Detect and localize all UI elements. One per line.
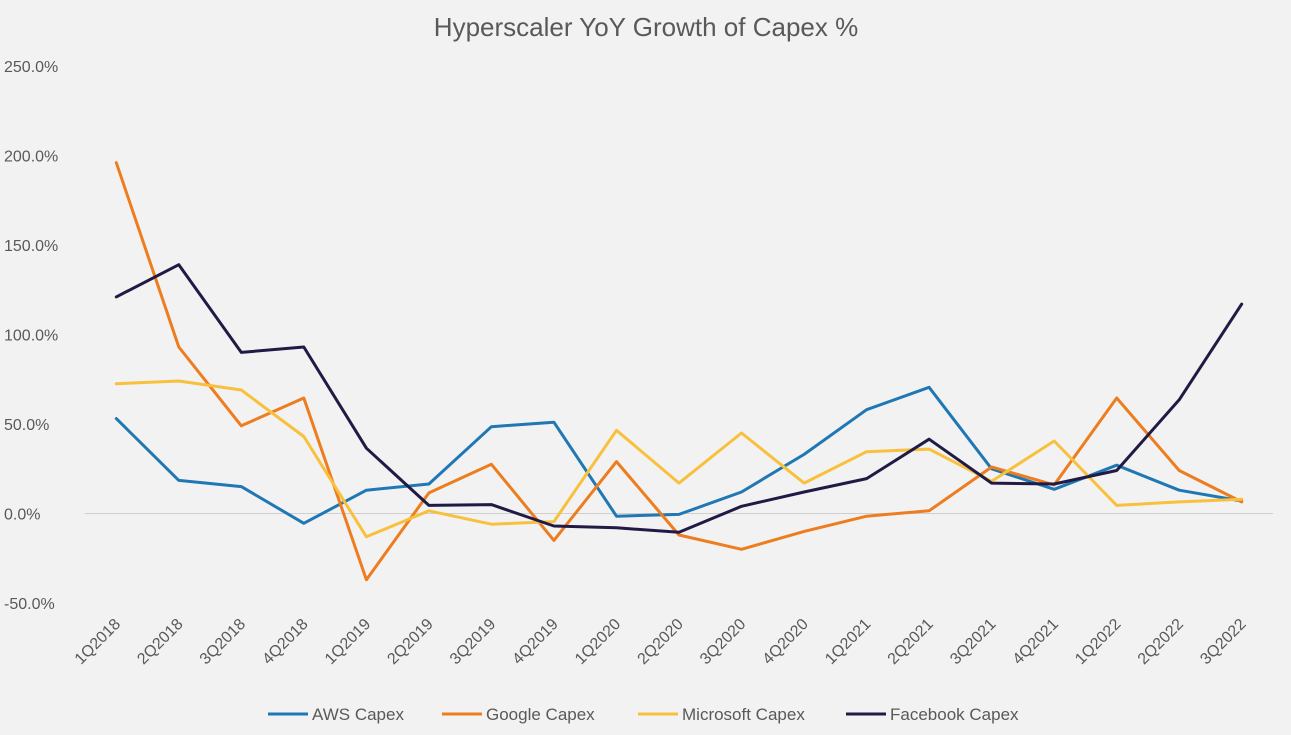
- x-tick-label: 2Q2020: [635, 616, 687, 668]
- series-line-microsoft-capex: [114, 379, 1244, 539]
- y-tick-label: 0.0%: [4, 507, 40, 524]
- x-tick-label: 3Q2019: [447, 616, 499, 668]
- y-tick-label: 200.0%: [4, 149, 58, 166]
- y-tick-label: -50.0%: [4, 596, 55, 613]
- x-tick-label: 2Q2019: [384, 616, 436, 668]
- x-tick-label: 4Q2018: [259, 616, 311, 668]
- x-tick-label: 1Q2018: [72, 616, 124, 668]
- y-axis: 250.0% 200.0% 150.0% 100.0% 50.0% 0.0% -50.0%: [4, 59, 58, 613]
- x-tick-label: 1Q2021: [822, 616, 874, 668]
- series-line-google-capex: [114, 161, 1244, 582]
- x-tick-label: 4Q2019: [509, 616, 561, 668]
- x-tick-label: 2Q2021: [885, 616, 937, 668]
- x-tick-label: 3Q2018: [197, 616, 249, 668]
- x-tick-label: 1Q2019: [322, 616, 374, 668]
- x-tick-label: 1Q2020: [572, 616, 624, 668]
- x-axis: 1Q2018 2Q2018 3Q2018 4Q2018 1Q2019 2Q2019 3Q20…: [72, 616, 1250, 668]
- legend-label: Microsoft Capex: [682, 705, 805, 724]
- series-lines: [114, 161, 1244, 582]
- y-tick-label: 250.0%: [4, 59, 58, 76]
- x-tick-label: 4Q2021: [1010, 616, 1062, 668]
- x-tick-label: 2Q2018: [134, 616, 186, 668]
- legend: AWS Capex Google Capex Microsoft Capex Face…: [268, 705, 1019, 724]
- x-tick-label: 3Q2020: [697, 616, 749, 668]
- legend-label: Facebook Capex: [890, 705, 1019, 724]
- y-tick-label: 150.0%: [4, 238, 58, 255]
- x-tick-label: 2Q2022: [1135, 616, 1187, 668]
- x-tick-label: 3Q2021: [947, 616, 999, 668]
- x-tick-label: 4Q2020: [760, 616, 812, 668]
- legend-label: AWS Capex: [312, 705, 404, 724]
- y-tick-label: 100.0%: [4, 328, 58, 345]
- y-tick-label: 50.0%: [4, 417, 49, 434]
- x-tick-label: 3Q2022: [1197, 616, 1249, 668]
- series-line-aws-capex: [114, 385, 1244, 525]
- chart-title: Hyperscaler YoY Growth of Capex %: [434, 12, 858, 42]
- series-line-facebook-capex: [114, 263, 1244, 534]
- legend-label: Google Capex: [486, 705, 595, 724]
- x-tick-label: 1Q2022: [1072, 616, 1124, 668]
